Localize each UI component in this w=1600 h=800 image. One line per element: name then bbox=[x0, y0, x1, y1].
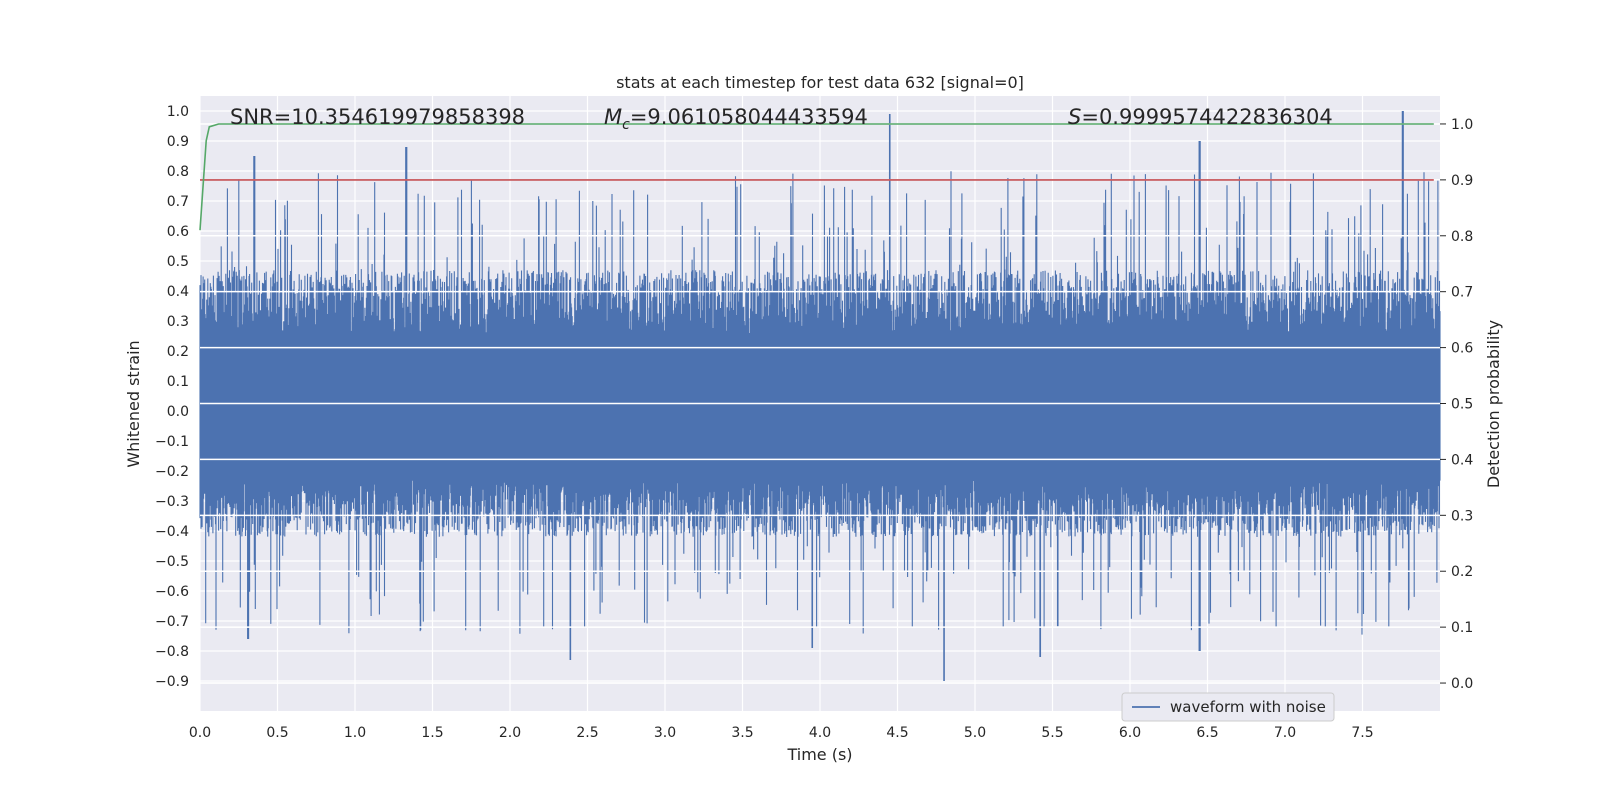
x-tick-label: 5.0 bbox=[964, 725, 986, 741]
legend: waveform with noise bbox=[1121, 692, 1335, 722]
y-tick-label: 0.8 bbox=[167, 164, 189, 180]
y-tick-label: −0.1 bbox=[155, 434, 189, 450]
score-symbol: S bbox=[1068, 105, 1081, 129]
y-tick-label: −0.6 bbox=[155, 584, 189, 600]
y2-tick-label: 0.1 bbox=[1451, 620, 1473, 636]
x-tick-label: 3.5 bbox=[731, 725, 753, 741]
y-tick-label: 0.5 bbox=[167, 254, 189, 270]
x-tick-label: 6.0 bbox=[1119, 725, 1141, 741]
y-axis-label: Whitened strain bbox=[124, 340, 143, 467]
y-tick-label: −0.5 bbox=[155, 554, 189, 570]
x-tick-label: 1.5 bbox=[421, 725, 443, 741]
score-value: =0.9999574422836304 bbox=[1081, 105, 1332, 129]
snr-annotation: SNR=10.354619979858398 bbox=[230, 105, 525, 129]
x-tick-label: 7.0 bbox=[1274, 725, 1296, 741]
chirp-mass-symbol: M bbox=[604, 105, 622, 129]
y-tick-label: −0.2 bbox=[155, 464, 189, 480]
y-tick-label: 0.0 bbox=[167, 404, 189, 420]
detection-probability-line bbox=[199, 123, 1434, 231]
legend-box bbox=[1121, 692, 1335, 722]
legend-label: waveform with noise bbox=[1170, 698, 1326, 716]
tick-labels: 0.0 0.5 1.0 1.5 2.0 2.5 3.0 3.5 4.0 4.5 5.0 5.5 6.0 6… bbox=[155, 104, 1473, 741]
y-tick-label: −0.9 bbox=[155, 674, 189, 690]
waveform-core-band bbox=[200, 342, 1440, 453]
chirp-mass-annotation: Mc=9.061058044433594 bbox=[604, 105, 868, 133]
x-tick-label: 2.5 bbox=[576, 725, 598, 741]
x-axis-label: Time (s) bbox=[786, 745, 852, 764]
y2-tick-label: 0.0 bbox=[1451, 676, 1473, 692]
y2-tick-label: 0.4 bbox=[1451, 452, 1473, 468]
y-tick-label: 0.3 bbox=[167, 314, 189, 330]
detection-probability-lines bbox=[199, 123, 1434, 231]
y-tick-label: 0.7 bbox=[167, 194, 189, 210]
y-tick-label: −0.4 bbox=[155, 524, 189, 540]
y2-tick-label: 0.6 bbox=[1451, 341, 1473, 357]
x-tick-label: 1.0 bbox=[344, 725, 366, 741]
x-tick-label: 3.0 bbox=[654, 725, 676, 741]
y2-tick-label: 0.3 bbox=[1451, 508, 1473, 524]
y2-tick-label: 1.0 bbox=[1451, 117, 1473, 133]
y2-axis-label: Detection probability bbox=[1484, 320, 1503, 488]
y2-tick-label: 0.7 bbox=[1451, 285, 1473, 301]
waveform-series bbox=[199, 111, 1441, 684]
x-tick-label: 2.0 bbox=[499, 725, 521, 741]
x-tick-label: 4.5 bbox=[886, 725, 908, 741]
y-tick-label: 1.0 bbox=[167, 104, 189, 120]
y-tick-label: −0.7 bbox=[155, 614, 189, 630]
y2-tick-label: 0.2 bbox=[1451, 564, 1473, 580]
y2-tick-label: 0.8 bbox=[1451, 229, 1473, 245]
y-tick-label: 0.9 bbox=[167, 134, 189, 150]
y2-tick-label: 0.9 bbox=[1451, 173, 1473, 189]
x-tick-label: 5.5 bbox=[1041, 725, 1063, 741]
x-tick-label: 4.0 bbox=[809, 725, 831, 741]
chirp-mass-value: =9.061058044433594 bbox=[630, 105, 868, 129]
x-tick-label: 0.5 bbox=[266, 725, 288, 741]
x-tick-label: 6.5 bbox=[1196, 725, 1218, 741]
y-tick-label: −0.8 bbox=[155, 644, 189, 660]
x-tick-label: 0.0 bbox=[189, 725, 211, 741]
x-tick-label: 7.5 bbox=[1351, 725, 1373, 741]
chart-title: stats at each timestep for test data 632… bbox=[616, 73, 1024, 92]
y-tick-label: 0.2 bbox=[167, 344, 189, 360]
score-annotation: S=0.9999574422836304 bbox=[1068, 105, 1333, 129]
y2-tick-label: 0.5 bbox=[1451, 397, 1473, 413]
y-tick-label: 0.1 bbox=[167, 374, 189, 390]
y-tick-label: 0.6 bbox=[167, 224, 189, 240]
y-tick-label: −0.3 bbox=[155, 494, 189, 510]
chirp-mass-subscript: c bbox=[622, 117, 630, 133]
y-tick-label: 0.4 bbox=[167, 284, 189, 300]
